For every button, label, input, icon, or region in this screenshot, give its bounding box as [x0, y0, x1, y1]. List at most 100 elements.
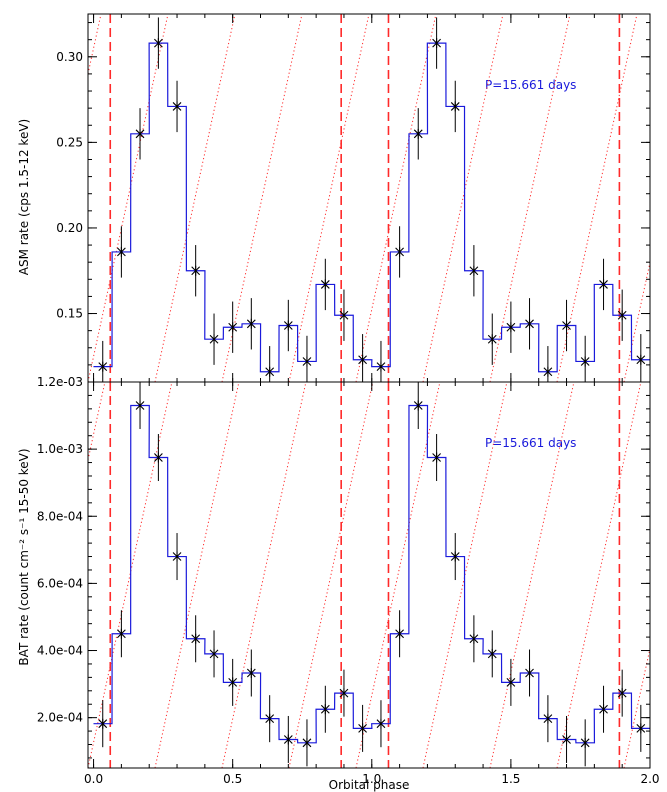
top-panel-annotation: P=15.661 days: [485, 78, 576, 92]
data-point-marker: [580, 356, 590, 367]
diagonal-guide-line: [623, 260, 650, 382]
data-point-marker: [376, 361, 386, 372]
data-point-marker: [525, 318, 534, 329]
data-point-marker: [376, 718, 386, 729]
data-point-marker: [302, 356, 312, 367]
data-point-marker: [358, 354, 367, 365]
x-tick-label: 0.5: [223, 772, 242, 786]
x-axis-title: Orbital phase: [329, 778, 410, 792]
data-point-marker: [450, 551, 460, 562]
data-point-marker: [228, 677, 238, 688]
data-point-marker: [506, 322, 516, 333]
diagonal-guide-line: [355, 14, 437, 382]
panel-frame: [87, 381, 651, 769]
data-point-marker: [617, 310, 627, 321]
bottom-panel: P=15.661 days BAT rate (count cm⁻² s⁻¹ 1…: [17, 375, 660, 792]
data-point-marker: [543, 366, 553, 377]
y-tick-label: 6.0e-04: [37, 576, 83, 590]
data-point-marker: [172, 101, 182, 112]
data-point-marker: [413, 128, 423, 139]
data-point-marker: [154, 38, 163, 49]
data-point-marker: [469, 633, 479, 644]
data-point-marker: [339, 688, 349, 699]
step-histogram: [93, 404, 650, 744]
y-tick-label: 4.0e-04: [37, 644, 83, 658]
data-point-marker: [358, 723, 367, 734]
diagonal-guide-line: [288, 382, 374, 768]
data-point-marker: [209, 648, 219, 659]
y-tick-label: 0.25: [56, 135, 83, 149]
bottom-panel-y-axis-title: BAT rate (count cm⁻² s⁻¹ 15-50 keV): [17, 448, 31, 665]
panel-plot-area: [88, 382, 650, 768]
data-point-marker: [116, 246, 126, 257]
y-tick-label: 1.2e-03: [37, 375, 83, 389]
data-point-marker: [543, 713, 553, 724]
data-point-marker: [209, 334, 219, 345]
panel-plot-area: [88, 14, 650, 382]
diagonal-guide-line: [288, 14, 370, 382]
diagonal-guide-line: [422, 14, 504, 382]
data-point-marker: [265, 366, 275, 377]
x-tick-label: 1.5: [501, 772, 520, 786]
diagonal-guide-line: [221, 382, 307, 768]
diagonal-guide-line: [623, 646, 650, 768]
y-tick-label: 0.20: [56, 221, 83, 235]
data-point-marker: [191, 633, 201, 644]
data-point-marker: [228, 322, 238, 333]
data-point-marker: [432, 452, 441, 463]
data-point-marker: [487, 334, 497, 345]
data-point-marker: [525, 668, 534, 679]
data-point-marker: [450, 101, 460, 112]
data-point-marker: [98, 361, 108, 372]
diagonal-guide-line: [88, 14, 102, 77]
y-tick-label: 0.15: [56, 307, 83, 321]
data-point-marker: [487, 648, 497, 659]
top-panel-y-axis-title: ASM rate (cps 1.5-12 keV): [17, 119, 31, 275]
data-point-marker: [320, 704, 330, 715]
diagonal-guide-line: [154, 382, 240, 768]
data-point-marker: [617, 688, 627, 699]
diagonal-guide-line: [88, 14, 169, 382]
y-tick-label: 2.0e-04: [37, 711, 83, 725]
y-tick-label: 8.0e-04: [37, 509, 83, 523]
data-point-marker: [283, 734, 293, 745]
data-point-marker: [636, 723, 646, 734]
data-point-marker: [154, 452, 163, 463]
data-point-marker: [246, 668, 256, 679]
data-point-marker: [116, 628, 126, 639]
data-point-marker: [395, 628, 404, 639]
x-tick-label: 2.0: [640, 772, 659, 786]
data-point-marker: [395, 246, 404, 257]
top-panel: P=15.661 days ASM rate (cps 1.5-12 keV) …: [17, 13, 651, 383]
data-point-marker: [265, 713, 275, 724]
data-point-marker: [172, 551, 182, 562]
data-point-marker: [636, 354, 646, 365]
data-point-marker: [283, 320, 293, 331]
data-point-marker: [246, 318, 256, 329]
diagonal-guide-line: [88, 382, 173, 768]
x-tick-label: 1.0: [362, 772, 381, 786]
y-tick-label: 0.30: [56, 50, 83, 64]
data-point-marker: [135, 128, 145, 139]
bottom-panel-annotation: P=15.661 days: [485, 436, 576, 450]
data-point-marker: [339, 310, 349, 321]
data-point-marker: [599, 279, 608, 290]
data-point-marker: [98, 718, 108, 729]
data-point-marker: [320, 279, 330, 290]
data-point-marker: [191, 265, 201, 276]
data-point-marker: [432, 38, 441, 49]
y-tick-label: 1.0e-03: [37, 442, 83, 456]
data-point-marker: [302, 737, 312, 748]
diagonal-guide-line: [556, 14, 638, 382]
data-point-marker: [135, 400, 145, 411]
data-point-marker: [562, 734, 571, 745]
data-point-marker: [599, 704, 608, 715]
x-tick-label: 0.0: [84, 772, 103, 786]
step-histogram: [93, 42, 650, 373]
data-point-marker: [580, 737, 590, 748]
data-point-marker: [506, 677, 516, 688]
data-point-marker: [469, 265, 479, 276]
data-point-marker: [413, 400, 423, 411]
data-point-marker: [562, 320, 571, 331]
